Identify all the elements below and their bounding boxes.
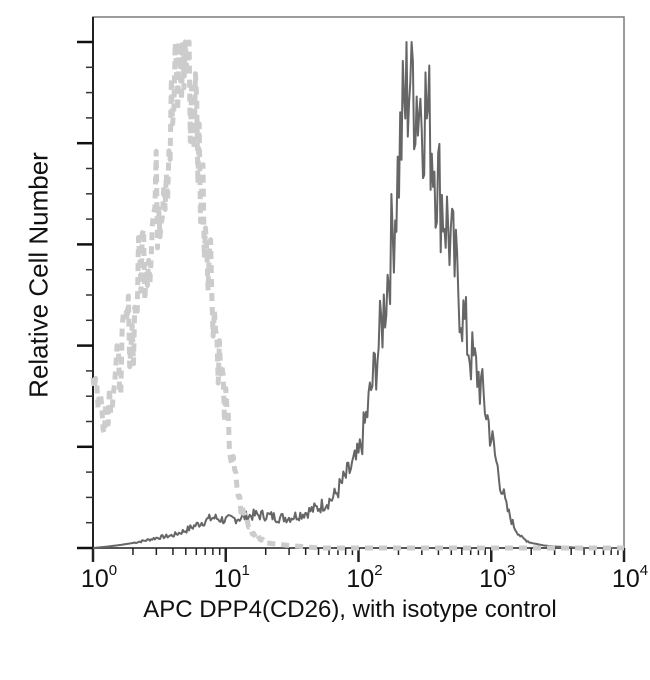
series-layer (90, 39, 626, 551)
x-axis-ticks (91, 548, 626, 562)
y-axis-label-text: Relative Cell Number (23, 152, 54, 398)
x-tick-label: 100 (80, 562, 118, 593)
isotype-control-line (90, 39, 626, 551)
y-axis-ticks (77, 40, 93, 550)
y-axis-label: Relative Cell Number (14, 110, 64, 440)
x-tick-label: 102 (346, 562, 383, 593)
cd26-signal-line (92, 41, 624, 549)
x-tick-label: 103 (479, 562, 516, 593)
x-tick-label: 104 (611, 562, 649, 593)
x-tick-label: 101 (213, 562, 250, 593)
x-axis-label: APC DPP4(CD26), with isotype control (143, 596, 557, 623)
